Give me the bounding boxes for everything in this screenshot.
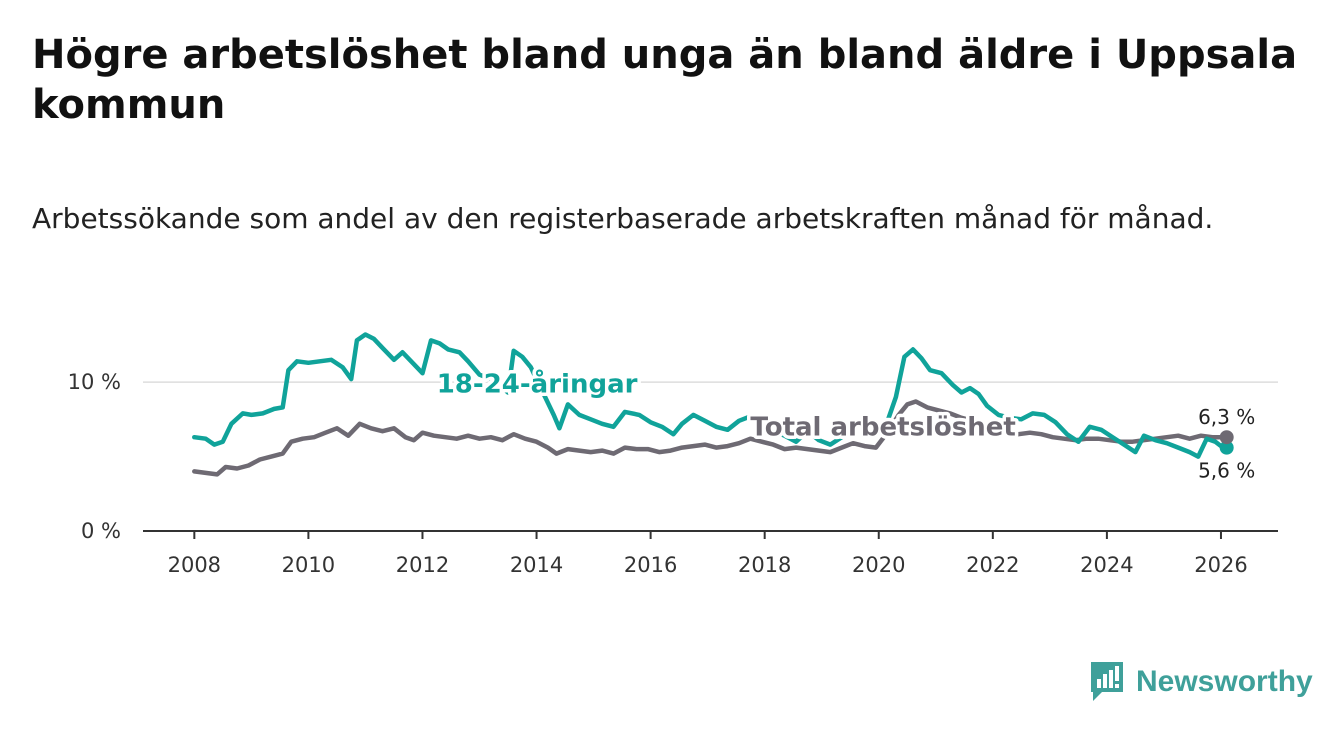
x-tick-label: 2022 — [966, 553, 1019, 577]
series-label-youth: 18-24-åringar — [437, 368, 638, 400]
end-label-total: 6,3 % — [1198, 405, 1255, 429]
newsworthy-logo-icon — [1091, 662, 1123, 701]
x-tick-label: 2014 — [510, 553, 563, 577]
x-tick-label: 2012 — [396, 553, 449, 577]
x-tick-label: 2024 — [1080, 553, 1133, 577]
chart-title: Högre arbetslöshet bland unga än bland ä… — [32, 32, 1298, 128]
x-tick-label: 2020 — [852, 553, 905, 577]
y-tick-label: 0 % — [81, 519, 121, 543]
label-layer: 18-24-åringar Total arbetslöshet 6,3 % 5,6 … — [433, 364, 1255, 483]
y-tick-label: 10 % — [68, 370, 121, 394]
newsworthy-logo: Newsworthy — [1088, 660, 1313, 704]
series-line-youth — [192, 332, 1229, 459]
series-layer — [192, 332, 1234, 477]
series-endpoint-total — [1219, 430, 1234, 445]
x-tick-label: 2010 — [282, 553, 335, 577]
series-line-total — [192, 399, 1229, 477]
x-tick-label: 2008 — [168, 553, 221, 577]
series-endpoint-youth — [1219, 440, 1234, 455]
x-tick-label: 2018 — [738, 553, 791, 577]
series-label-total: Total arbetslöshet — [750, 413, 1015, 443]
newsworthy-logo-text: Newsworthy — [1136, 665, 1313, 698]
axis-layer: 0 % 10 % 2008 2010 2012 2014 2016 2018 2020 2022 2… — [68, 370, 1278, 577]
x-tick-label: 2016 — [624, 553, 677, 577]
chart-subtitle: Arbetssökande som andel av den registerb… — [32, 202, 1214, 235]
end-label-youth: 5,6 % — [1198, 459, 1255, 483]
x-tick-label: 2026 — [1194, 553, 1247, 577]
